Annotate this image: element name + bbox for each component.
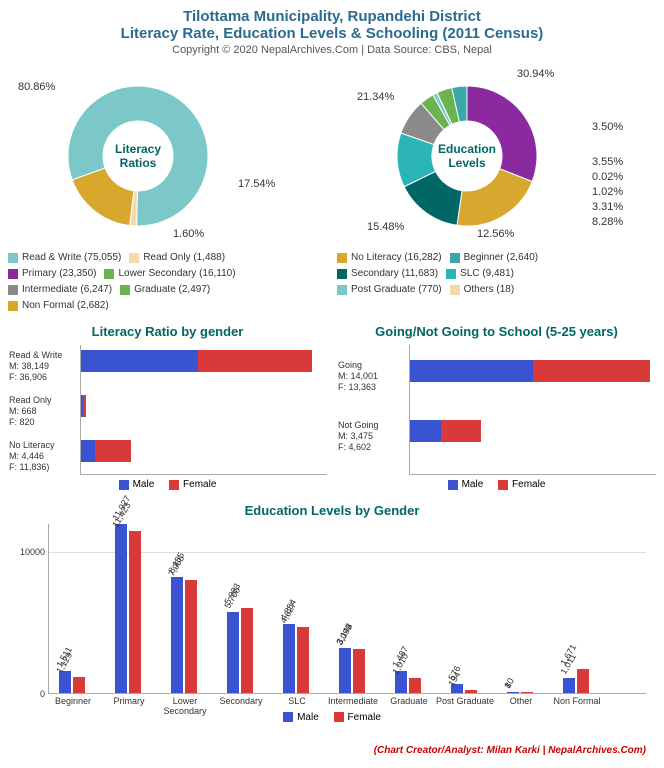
header: Tilottama Municipality, Rupandehi Distri… bbox=[8, 8, 656, 56]
legend-item: No Literacy (16,282) bbox=[337, 250, 442, 266]
legend-female: Female bbox=[498, 479, 545, 490]
hbar-row: Literacy Ratio by gender Read & WriteM: … bbox=[8, 324, 656, 493]
literacy-donut: Literacy Ratios80.86%1.60%17.54% bbox=[8, 66, 327, 246]
legend-item: Secondary (11,683) bbox=[337, 266, 438, 282]
legend-item: SLC (9,481) bbox=[446, 266, 514, 282]
education-gender-section: Education Levels by Gender 1000001,5111,… bbox=[8, 503, 656, 726]
literacy-donut-section: Literacy Ratios80.86%1.60%17.54% Read & … bbox=[8, 66, 327, 314]
legend-female: Female bbox=[334, 712, 381, 723]
legend-male: Male bbox=[448, 479, 484, 490]
title-line-1: Tilottama Municipality, Rupandehi Distri… bbox=[8, 8, 656, 25]
school-going-legend: Male Female bbox=[337, 479, 656, 493]
literacy-legend: Read & Write (75,055) Read Only (1,488) Pr… bbox=[8, 250, 327, 314]
education-legend: No Literacy (16,282) Beginner (2,640) Seco… bbox=[337, 250, 656, 298]
school-going-chart: GoingM: 14,001F: 13,363Not GoingM: 3,475… bbox=[409, 345, 656, 475]
school-going-section: Going/Not Going to School (5-25 years) G… bbox=[337, 324, 656, 493]
education-donut: Education Levels30.94%21.34%15.48%12.56%… bbox=[337, 66, 656, 246]
education-gender-chart: 1000001,5111,129Beginner11,92711,423Prim… bbox=[48, 524, 646, 694]
chart-credit: (Chart Creator/Analyst: Milan Karki | Ne… bbox=[8, 745, 656, 756]
donut-row: Literacy Ratios80.86%1.60%17.54% Read & … bbox=[8, 66, 656, 314]
education-donut-section: Education Levels30.94%21.34%15.48%12.56%… bbox=[337, 66, 656, 314]
education-gender-title: Education Levels by Gender bbox=[8, 503, 656, 518]
legend-item: Intermediate (6,247) bbox=[8, 282, 112, 298]
education-gender-legend: Male Female bbox=[8, 712, 656, 726]
legend-item: Read & Write (75,055) bbox=[8, 250, 121, 266]
literacy-gender-title: Literacy Ratio by gender bbox=[8, 324, 327, 339]
title-line-2: Literacy Rate, Education Levels & School… bbox=[8, 25, 656, 42]
legend-female: Female bbox=[169, 479, 216, 490]
literacy-gender-legend: Male Female bbox=[8, 479, 327, 493]
legend-item: Graduate (2,497) bbox=[120, 282, 210, 298]
literacy-gender-chart: Read & WriteM: 38,149F: 36,906Read OnlyM… bbox=[80, 345, 327, 475]
legend-item: Read Only (1,488) bbox=[129, 250, 225, 266]
legend-item: Non Formal (2,682) bbox=[8, 298, 109, 314]
legend-male: Male bbox=[283, 712, 319, 723]
legend-male: Male bbox=[119, 479, 155, 490]
copyright: Copyright © 2020 NepalArchives.Com | Dat… bbox=[8, 44, 656, 56]
legend-item: Others (18) bbox=[450, 282, 515, 298]
school-going-title: Going/Not Going to School (5-25 years) bbox=[337, 324, 656, 339]
legend-item: Post Graduate (770) bbox=[337, 282, 442, 298]
literacy-gender-section: Literacy Ratio by gender Read & WriteM: … bbox=[8, 324, 327, 493]
legend-item: Primary (23,350) bbox=[8, 266, 96, 282]
legend-item: Lower Secondary (16,110) bbox=[104, 266, 235, 282]
legend-item: Beginner (2,640) bbox=[450, 250, 539, 266]
